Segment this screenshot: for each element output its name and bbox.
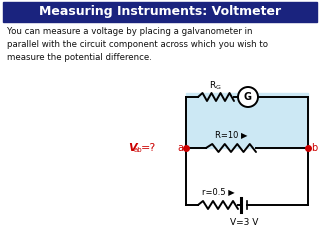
Text: G: G [216,85,221,90]
Circle shape [238,87,258,107]
Text: You can measure a voltage by placing a galvanometer in
parallel with the circuit: You can measure a voltage by placing a g… [7,27,268,62]
Text: G: G [244,92,252,102]
Text: a: a [177,143,183,153]
Bar [3,2,317,22]
Text: b: b [311,143,317,153]
Text: R=10 ▶: R=10 ▶ [215,130,247,139]
Text: Measuring Instruments: Voltmeter: Measuring Instruments: Voltmeter [39,6,281,18]
Text: r=0.5 ▶: r=0.5 ▶ [202,187,234,196]
Text: ab: ab [134,147,143,153]
Text: V=3 V: V=3 V [230,218,258,227]
Text: =?: =? [141,143,156,153]
Bar [186,93,308,148]
Text: R: R [209,81,215,90]
Text: V: V [128,143,137,153]
